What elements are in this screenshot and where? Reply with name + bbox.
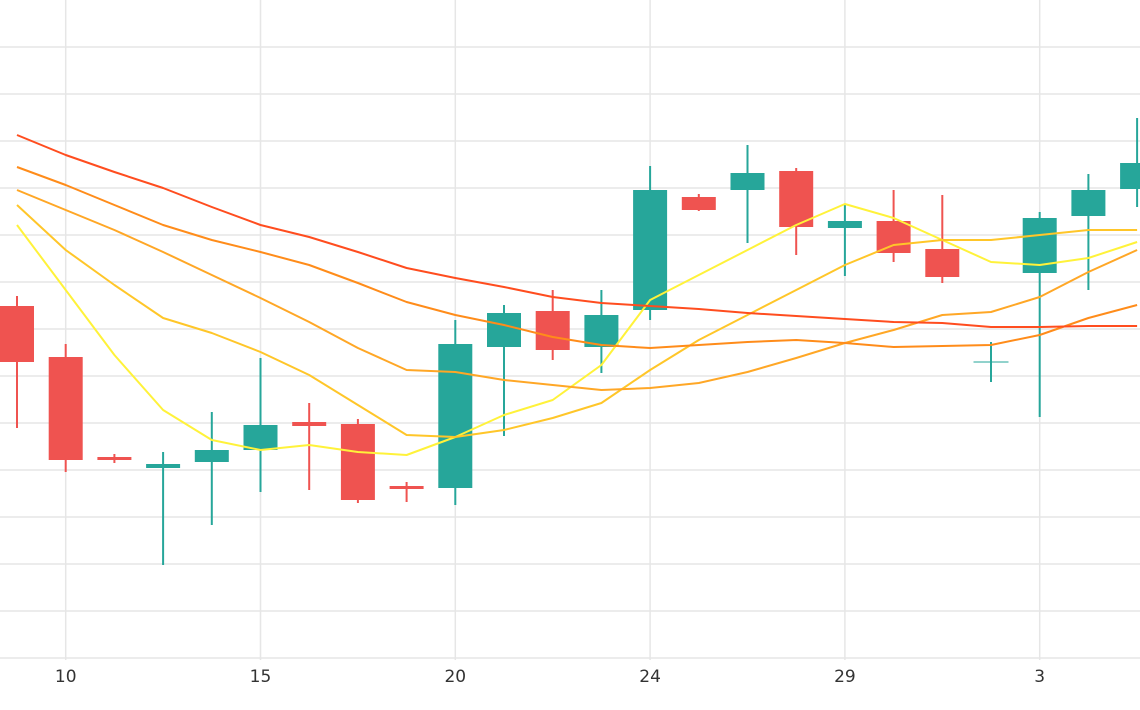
candle-body	[389, 486, 424, 489]
candle-body	[779, 171, 814, 227]
candle	[1022, 212, 1057, 417]
candle	[48, 344, 83, 472]
candle-body	[730, 173, 765, 190]
candle-body	[292, 422, 327, 426]
candle-body	[535, 311, 570, 350]
candle-body	[243, 425, 278, 450]
candle-body	[584, 315, 619, 347]
x-tick-label: 24	[639, 667, 661, 687]
candle	[973, 342, 1009, 382]
candle-body	[1120, 163, 1140, 189]
x-tick-label: 15	[250, 667, 272, 687]
candle	[1120, 118, 1140, 207]
candle-body	[97, 457, 132, 460]
candle-body	[925, 249, 960, 277]
candle	[194, 412, 229, 525]
candle	[876, 190, 911, 262]
candle	[681, 194, 716, 211]
moving-average-line	[16, 203, 1138, 456]
candle	[146, 452, 181, 565]
x-tick-label: 10	[55, 667, 77, 687]
candle	[535, 290, 570, 360]
candle	[243, 358, 278, 492]
candle-body	[194, 450, 229, 462]
candle	[779, 168, 814, 255]
moving-average-line	[16, 204, 1138, 438]
candle-body	[48, 357, 83, 460]
candle	[0, 296, 34, 428]
candle-body	[487, 313, 521, 347]
candle-body	[438, 344, 473, 488]
candle-body	[340, 424, 375, 500]
candle-body	[0, 306, 34, 362]
candle	[340, 419, 375, 503]
x-tick-label: 29	[834, 667, 856, 687]
x-tick-label: 20	[444, 667, 466, 687]
moving-average-line	[16, 134, 1138, 328]
candle-body	[1071, 190, 1106, 216]
moving-average-line	[16, 166, 1138, 349]
candle-body	[633, 190, 668, 310]
candle-body	[827, 221, 862, 228]
candle-body	[146, 464, 181, 468]
candle	[389, 482, 424, 502]
candle	[438, 320, 473, 505]
candle	[292, 403, 327, 490]
candle-body	[681, 197, 716, 210]
candle-body	[876, 221, 911, 253]
candle	[925, 195, 960, 283]
x-tick-label: 3	[1034, 667, 1045, 687]
candle	[1071, 174, 1106, 290]
candle	[584, 290, 619, 373]
candle	[97, 454, 132, 463]
moving-average-line	[16, 189, 1138, 391]
candle	[730, 145, 765, 243]
candle	[633, 166, 668, 320]
